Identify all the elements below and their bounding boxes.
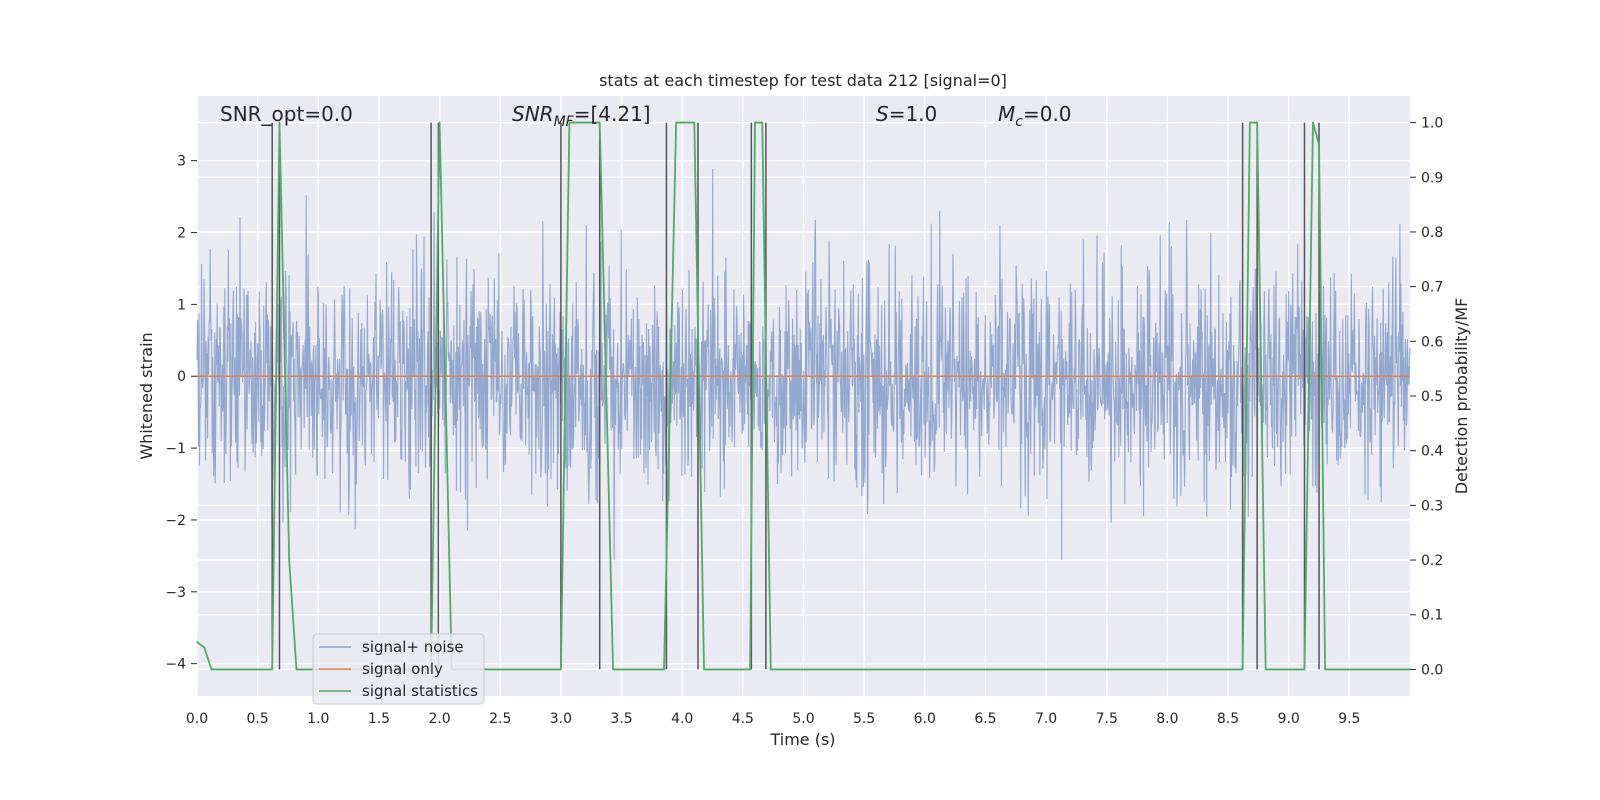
- y2-tick-label: 0.8: [1421, 225, 1443, 241]
- y2-tick-label: 0.0: [1421, 662, 1443, 678]
- x-tick-label: 3.5: [610, 711, 632, 727]
- y2-tick-label: 0.1: [1421, 608, 1443, 624]
- y2-axis-label: Detection probability/MF: [1452, 298, 1471, 495]
- statistics-point: [438, 121, 441, 124]
- statistics-point: [210, 668, 213, 671]
- x-tick-label: 7.5: [1096, 711, 1118, 727]
- x-tick-label: 0.0: [186, 711, 208, 727]
- annotation-mc: Mc=0.0: [998, 102, 1072, 130]
- y2-tick-label: 0.3: [1421, 498, 1443, 514]
- s-value: =1.0: [889, 102, 938, 126]
- x-tick-label: 4.5: [732, 711, 754, 727]
- y2-ticks: 0.0 0.1 0.2 0.3 0.4 0.5 0.6 0.7 0.8 0.9 1.0: [1410, 116, 1443, 678]
- statistics-point: [769, 668, 772, 671]
- statistics-point: [1248, 121, 1251, 124]
- y2-tick-label: 0.9: [1421, 170, 1443, 186]
- statistics-point: [1318, 143, 1320, 146]
- y-tick-label: −4: [165, 657, 186, 673]
- statistics-point: [612, 668, 614, 671]
- y2-tick-label: 0.4: [1421, 444, 1443, 460]
- statistics-point: [203, 646, 206, 649]
- y-tick-label: −3: [165, 585, 186, 601]
- noise-line: [196, 168, 1411, 561]
- snr-mf-base: SNR: [512, 102, 554, 126]
- statistics-point: [761, 121, 764, 124]
- noise-series: [196, 168, 1411, 561]
- x-tick-label: 9.0: [1278, 711, 1300, 727]
- y-axis-label: Whitened strain: [137, 332, 156, 459]
- statistics-point: [278, 121, 281, 124]
- annotation-s: S=1.0: [876, 102, 937, 126]
- x-tick-label: 3.0: [550, 711, 572, 727]
- x-ticks: 0.0 0.5 1.0 1.5 2.0 2.5 3.0 3.5 4.0 4.5 5.0 5.5 6.0 6…: [186, 711, 1361, 727]
- legend-label-noise: signal+ noise: [362, 638, 464, 656]
- x-tick-label: 8.5: [1217, 711, 1239, 727]
- statistics-point: [703, 668, 705, 671]
- y2-tick-label: 0.2: [1421, 553, 1443, 569]
- x-tick-label: 2.5: [489, 711, 511, 727]
- y-tick-label: −2: [165, 513, 186, 529]
- x-tick-label: 2.0: [428, 711, 450, 727]
- x-axis-label: Time (s): [769, 730, 835, 749]
- y-tick-label: 3: [177, 154, 186, 170]
- snr-mf-value: =[4.21]: [574, 102, 651, 126]
- statistics-point: [1312, 121, 1314, 124]
- statistics-point: [754, 121, 756, 124]
- x-tick-label: 6.0: [914, 711, 936, 727]
- y2-tick-label: 0.7: [1421, 280, 1443, 296]
- statistics-point: [1256, 121, 1259, 124]
- statistics-point: [1241, 668, 1244, 671]
- legend-box: [312, 633, 485, 705]
- y-tick-label: 2: [177, 226, 186, 242]
- statistics-point: [568, 121, 571, 124]
- x-tick-label: 7.0: [1035, 711, 1057, 727]
- x-tick-label: 4.0: [671, 711, 693, 727]
- statistics-point: [749, 668, 752, 671]
- statistics-point: [675, 121, 678, 124]
- x-tick-label: 8.0: [1156, 711, 1178, 727]
- statistics-point: [271, 668, 274, 671]
- x-tick-label: 9.5: [1338, 711, 1360, 727]
- statistics-point: [663, 668, 665, 671]
- annotation-snr-opt: SNR_opt=0.0: [220, 102, 353, 126]
- legend-label-statistics: signal statistics: [362, 682, 478, 700]
- x-tick-label: 6.5: [974, 711, 996, 727]
- snr-mf-sub: MF: [554, 114, 575, 130]
- x-tick-label: 5.0: [792, 711, 814, 727]
- legend-label-signal-only: signal only: [362, 660, 443, 678]
- y2-tick-label: 0.5: [1421, 389, 1443, 405]
- x-tick-label: 1.0: [307, 711, 329, 727]
- x-tick-label: 1.5: [368, 711, 390, 727]
- statistics-point: [693, 121, 696, 124]
- mc-sub: c: [1015, 114, 1023, 130]
- statistics-point: [295, 668, 298, 671]
- y2-tick-label: 1.0: [1421, 116, 1443, 132]
- statistics-point: [1264, 668, 1267, 671]
- annotation-snr-mf: SNRMF=[4.21]: [512, 102, 651, 130]
- s-var: S: [876, 102, 889, 126]
- x-tick-label: 5.5: [853, 711, 875, 727]
- statistics-point: [196, 641, 198, 643]
- y-tick-label: −1: [165, 441, 186, 457]
- statistics-point: [1324, 668, 1326, 671]
- mc-var: M: [998, 102, 1015, 126]
- legend: signal+ noise signal only signal statist…: [312, 633, 485, 705]
- y-tick-label: 1: [177, 297, 186, 313]
- x-tick-label: 0.5: [247, 711, 269, 727]
- chart-title: stats at each timestep for test data 212…: [599, 71, 1007, 90]
- statistics-point: [288, 559, 291, 561]
- statistics-point: [1303, 668, 1306, 671]
- y-ticks: −4 −3 −2 −1 0 1 2 3: [165, 154, 197, 673]
- y2-tick-label: 0.6: [1421, 334, 1443, 350]
- y-tick-label: 0: [177, 369, 186, 385]
- statistics-point: [598, 121, 601, 124]
- statistics-point: [560, 668, 562, 671]
- mc-value: =0.0: [1023, 102, 1072, 126]
